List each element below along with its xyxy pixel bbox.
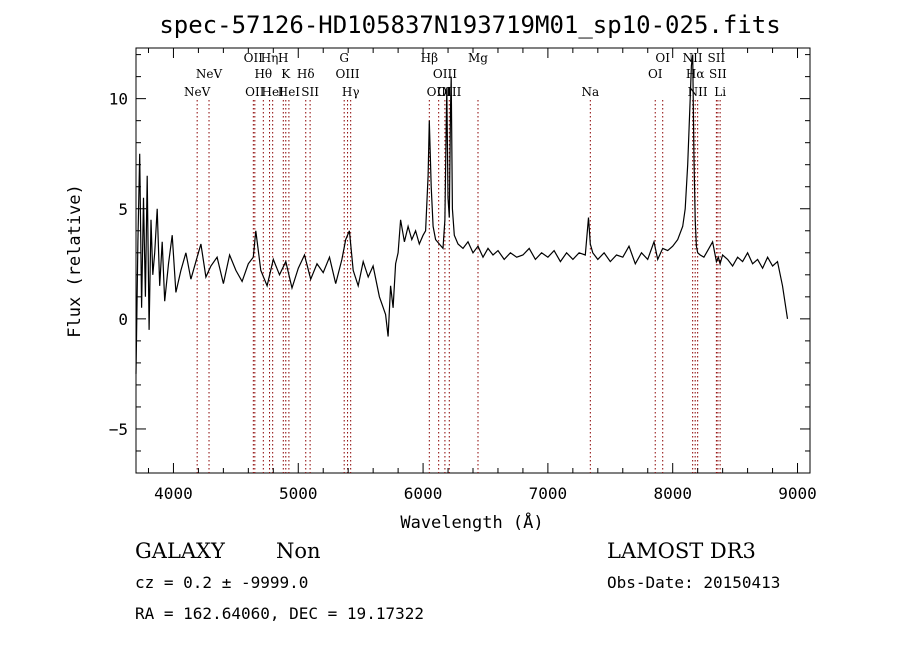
line-label: NeV <box>196 67 223 81</box>
line-label: OIII <box>427 85 451 99</box>
line-label: HeI <box>278 85 301 99</box>
plot-area: NeV NeV OII OII Hθ Hη HeI HK HeI Hδ SII G OIII Hγ Hβ OI… <box>109 47 817 503</box>
line-label: Li <box>714 85 726 99</box>
line-label: OII <box>245 85 265 99</box>
line-label: Hγ <box>342 85 360 99</box>
coordinates: RA = 162.64060, DEC = 19.17322 <box>135 604 424 623</box>
y-tick-label: 10 <box>109 90 128 109</box>
line-label: OII <box>244 51 264 65</box>
x-tick-label: 9000 <box>778 484 817 503</box>
y-axis-label: Flux (relative) <box>65 184 85 338</box>
spectrum-line <box>135 54 789 374</box>
x-tick-label: 6000 <box>404 484 443 503</box>
line-labels: NeV NeV OII OII Hθ Hη HeI HK HeI Hδ SII G OIII Hγ Hβ OI… <box>184 51 727 99</box>
object-subclass: Non <box>276 539 321 563</box>
redshift-line: cz = 0.2 ± -9999.0 <box>135 573 308 592</box>
line-label: OI <box>648 67 663 81</box>
observation-date: Obs-Date: 20150413 <box>607 573 780 592</box>
x-axis-label: Wavelength (Å) <box>400 511 543 533</box>
line-markers <box>196 100 721 473</box>
line-label: OIII <box>336 67 360 81</box>
y-tick-label: −5 <box>109 420 128 439</box>
x-tick-label: 4000 <box>154 484 193 503</box>
line-label: OI <box>655 51 670 65</box>
y-axis-ticks: −5 0 5 10 <box>109 54 810 452</box>
survey-name: LAMOST DR3 <box>607 539 756 563</box>
line-label: G <box>339 51 349 65</box>
line-label: Hδ <box>297 67 315 81</box>
plot-frame <box>135 47 811 474</box>
line-label: Hη <box>261 51 279 65</box>
x-tick-label: 7000 <box>529 484 568 503</box>
line-label: Mg <box>468 51 488 65</box>
chart-title: spec-57126-HD105837N193719M01_sp10-025.f… <box>159 11 780 39</box>
line-label: Hθ <box>254 67 272 81</box>
footer-info: GALAXY Non LAMOST DR3 cz = 0.2 ± -9999.0… <box>135 539 780 623</box>
line-label: Hα <box>686 67 705 81</box>
line-label: SII <box>301 85 319 99</box>
line-label: OIII <box>433 67 457 81</box>
line-label: K <box>281 67 291 81</box>
x-tick-label: 8000 <box>653 484 692 503</box>
y-tick-label: 5 <box>118 200 128 219</box>
line-label: H <box>278 51 288 65</box>
y-tick-label: 0 <box>118 310 128 329</box>
line-label: OIII <box>437 85 461 99</box>
line-label: Hβ <box>421 51 438 65</box>
line-label: SII <box>709 67 727 81</box>
line-label: NeV <box>184 85 211 99</box>
line-label: HeI <box>262 85 285 99</box>
x-tick-label: 5000 <box>279 484 318 503</box>
line-label: Na <box>581 85 599 99</box>
line-label: SII <box>708 51 726 65</box>
x-axis-ticks: 4000 5000 6000 7000 8000 9000 <box>147 48 817 503</box>
object-class: GALAXY <box>135 539 226 563</box>
